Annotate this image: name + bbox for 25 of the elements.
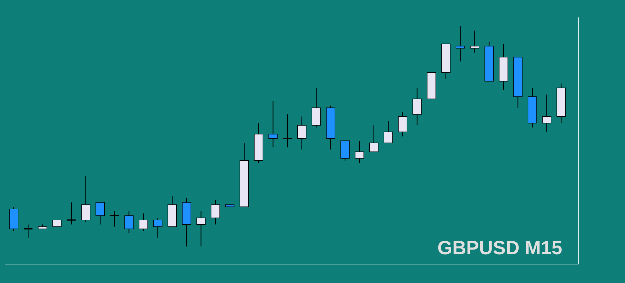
annotation: GBPUSD M15 xyxy=(438,241,562,255)
candlestick xyxy=(81,176,91,223)
candlestick xyxy=(268,100,278,148)
candlestick xyxy=(153,218,163,238)
candlestick xyxy=(297,116,307,150)
candlestick xyxy=(470,30,480,54)
candlestick xyxy=(139,213,148,232)
candlestick xyxy=(312,88,322,128)
candlestick xyxy=(340,140,350,162)
candlestick xyxy=(96,202,105,226)
candlestick xyxy=(196,211,206,248)
candlestick xyxy=(211,200,220,226)
candlestick xyxy=(370,125,379,152)
candlestick xyxy=(168,196,178,228)
candlestick xyxy=(456,26,466,62)
candlestick xyxy=(398,112,408,137)
candlestick xyxy=(384,120,394,144)
candlestick xyxy=(282,114,293,148)
candlestick xyxy=(182,198,192,248)
candlestick xyxy=(542,94,552,133)
candlestick xyxy=(9,206,19,232)
candlestick xyxy=(124,211,134,234)
candlestick xyxy=(355,140,364,164)
candlestick xyxy=(66,202,77,226)
candlestick xyxy=(412,88,422,126)
